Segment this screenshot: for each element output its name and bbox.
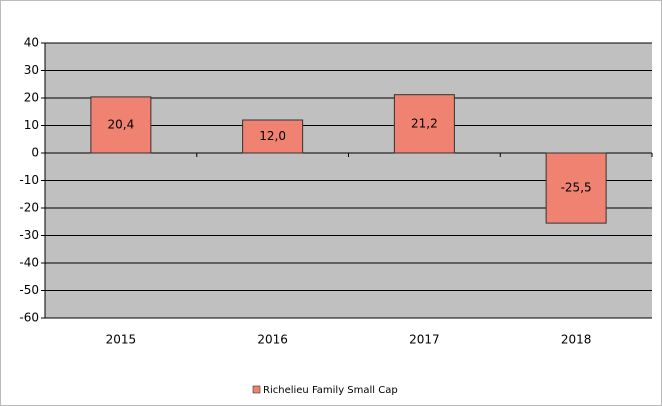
bar [545,152,607,224]
bar [242,119,304,154]
x-tick-label: 2018 [561,333,592,347]
y-tick-label: 10 [24,118,39,132]
y-tick-label: -20 [19,201,39,215]
data-label: 20,4 [108,117,135,131]
legend-swatch [252,385,261,394]
y-tick-label: -30 [19,228,39,242]
data-label: -25,5 [561,181,592,195]
data-label: 21,2 [411,116,438,130]
x-tick-label: 2015 [106,333,137,347]
x-tick-label: 2017 [409,333,440,347]
y-tick-label: 30 [24,63,39,77]
y-tick-label: -60 [19,311,39,325]
x-tick-label: 2016 [257,333,288,347]
y-tick-label: 0 [31,146,39,160]
y-tick-label: 40 [24,36,39,50]
y-tick-label: -50 [19,283,39,297]
y-tick-label: -10 [19,173,39,187]
data-label: 12,0 [259,129,286,143]
bar [90,96,152,154]
y-tick-label: 20 [24,91,39,105]
bar [393,94,455,154]
legend-label: Richelieu Family Small Cap [263,385,398,396]
y-tick-label: -40 [19,256,39,270]
